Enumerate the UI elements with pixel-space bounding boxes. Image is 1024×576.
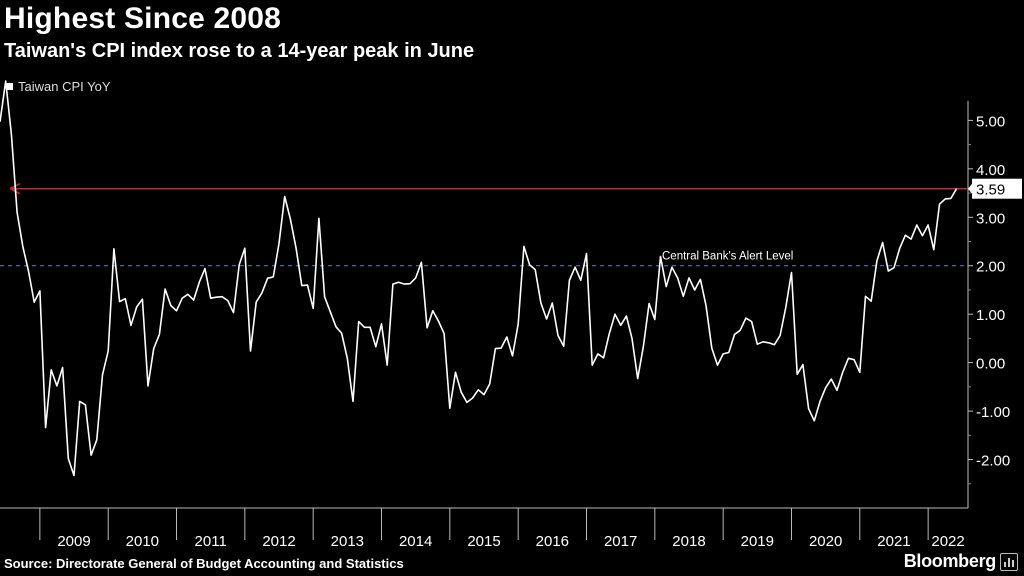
x-tick-label: 2020 xyxy=(809,533,842,550)
chart-title: Highest Since 2008 xyxy=(4,2,282,35)
x-tick-label: 2016 xyxy=(536,533,569,550)
source-note: Source: Directorate General of Budget Ac… xyxy=(4,556,404,571)
x-tick-label: 2012 xyxy=(262,533,295,550)
last-value-box xyxy=(972,178,1022,199)
chart-subtitle: Taiwan's CPI index rose to a 14-year pea… xyxy=(4,40,475,62)
x-tick-label: 2011 xyxy=(195,533,227,550)
x-tick-label: 2013 xyxy=(331,533,364,550)
y-tick-label: 5.00 xyxy=(976,113,1005,130)
legend-swatch xyxy=(6,83,13,90)
x-tick-label: 2019 xyxy=(741,533,774,550)
legend-label: Taiwan CPI YoY xyxy=(18,79,111,94)
last-value-label: 3.59 xyxy=(976,182,1005,199)
x-tick-label: 2021 xyxy=(877,533,910,550)
alert-level-label: Central Bank's Alert Level xyxy=(662,251,793,263)
x-tick-label: 2015 xyxy=(467,533,500,550)
x-tick-label: 2018 xyxy=(672,533,705,550)
y-tick-label: 3.00 xyxy=(976,210,1005,227)
y-tick-label: -2.00 xyxy=(976,453,1010,470)
y-tick-label: -1.00 xyxy=(976,404,1010,421)
x-tick-label: 2010 xyxy=(126,533,159,550)
bloomberg-chart-icon xyxy=(1000,553,1018,571)
x-tick-label: 2022 xyxy=(931,533,964,550)
x-tick-label: 2014 xyxy=(399,533,432,550)
y-tick-label: 0.00 xyxy=(976,356,1005,373)
y-tick-label: 1.00 xyxy=(976,307,1005,324)
x-tick-label: 2017 xyxy=(604,533,637,550)
x-tick-label: 2009 xyxy=(57,533,90,550)
cpi-series-line xyxy=(0,80,958,477)
y-tick-label: 2.00 xyxy=(976,259,1005,276)
legend: Taiwan CPI YoY xyxy=(6,79,111,94)
bloomberg-logo: Bloomberg xyxy=(903,551,997,571)
y-tick-label: 4.00 xyxy=(976,162,1005,179)
last-value-pointer xyxy=(968,183,972,194)
